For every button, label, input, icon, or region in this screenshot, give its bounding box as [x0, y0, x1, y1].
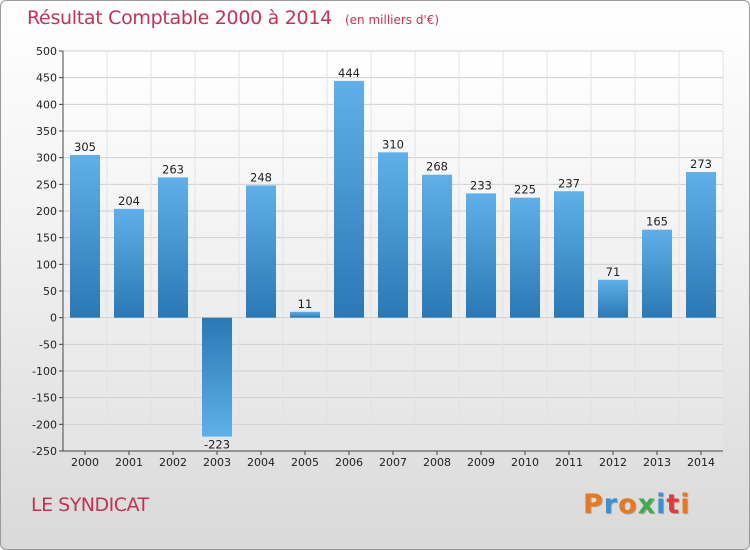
logo-letter: o: [618, 489, 638, 520]
bar: [334, 80, 364, 318]
logo-letter: t: [666, 489, 681, 520]
y-tick-label: 500: [36, 45, 57, 58]
bar: [466, 193, 496, 318]
x-tick-label: 2011: [555, 456, 583, 469]
x-tick-label: 2005: [291, 456, 319, 469]
y-tick-label: 50: [43, 285, 57, 298]
logo-letter: P: [583, 489, 604, 520]
x-tick-label: 2002: [159, 456, 187, 469]
bar: [422, 174, 452, 318]
y-tick-label: 100: [36, 258, 57, 271]
data-label: 263: [162, 162, 184, 176]
data-label: 71: [606, 265, 621, 279]
y-tick-label: -200: [32, 418, 57, 431]
bar: [246, 185, 276, 318]
bar: [686, 172, 716, 318]
bar: [202, 317, 232, 437]
bar: [598, 279, 628, 318]
x-tick-label: 2010: [511, 456, 539, 469]
data-label: 11: [298, 297, 313, 311]
y-tick-label: -100: [32, 365, 57, 378]
x-tick-label: 2004: [247, 456, 275, 469]
axes: 500450400350300250200150100500-50-100-15…: [32, 45, 723, 469]
data-label: 268: [426, 160, 448, 174]
bars: [70, 80, 716, 437]
data-label: 204: [118, 194, 140, 208]
data-label: 225: [514, 183, 536, 197]
bar: [158, 177, 188, 318]
logo-letter: x: [637, 489, 657, 520]
bar: [378, 152, 408, 318]
chart-subtitle: (en milliers d'€): [344, 13, 440, 27]
y-tick-label: 0: [50, 312, 57, 325]
y-tick-label: 150: [36, 232, 57, 245]
x-tick-label: 2012: [599, 456, 627, 469]
x-tick-label: 2008: [423, 456, 451, 469]
logo-letter: r: [603, 489, 619, 520]
x-tick-label: 2001: [115, 456, 143, 469]
logo-letter: i: [656, 489, 667, 520]
y-tick-label: 350: [36, 125, 57, 138]
y-tick-label: 400: [36, 98, 57, 111]
data-label: 165: [646, 215, 668, 229]
data-label: 233: [470, 178, 492, 192]
y-tick-label: 200: [36, 205, 57, 218]
x-tick-label: 2009: [467, 456, 495, 469]
y-tick-label: 250: [36, 178, 57, 191]
chart-title: Résultat Comptable 2000 à 2014: [27, 7, 332, 29]
y-tick-label: 450: [36, 72, 57, 85]
commune-name: LE SYNDICAT: [31, 494, 149, 516]
data-label: 305: [74, 140, 96, 154]
bar: [642, 229, 672, 318]
x-tick-label: 2000: [71, 456, 99, 469]
x-tick-label: 2013: [643, 456, 671, 469]
bar: [290, 311, 320, 318]
y-tick-label: -250: [32, 445, 57, 458]
proxiti-logo: Proxiti: [583, 489, 691, 520]
x-tick-label: 2006: [335, 456, 363, 469]
data-labels: 305 204 263 -223 248 11 444 310 268 233 225 237 71 16…: [74, 66, 712, 452]
y-tick-label: -50: [39, 338, 57, 351]
data-label: 444: [338, 66, 360, 80]
data-label: 237: [558, 176, 580, 190]
bar: [70, 155, 100, 318]
x-tick-label: 2014: [687, 456, 715, 469]
bar: [554, 191, 584, 318]
data-label: 310: [382, 137, 404, 151]
chart-title-row: Résultat Comptable 2000 à 2014 (en milli…: [27, 7, 439, 29]
data-label: 273: [690, 157, 712, 171]
data-label: 248: [250, 170, 272, 184]
y-tick-label: 300: [36, 152, 57, 165]
data-label: -223: [204, 438, 230, 452]
x-tick-label: 2007: [379, 456, 407, 469]
x-tick-label: 2003: [203, 456, 231, 469]
bar: [510, 197, 540, 318]
bar: [114, 208, 144, 318]
logo-letter: i: [680, 489, 691, 520]
y-tick-label: -150: [32, 392, 57, 405]
